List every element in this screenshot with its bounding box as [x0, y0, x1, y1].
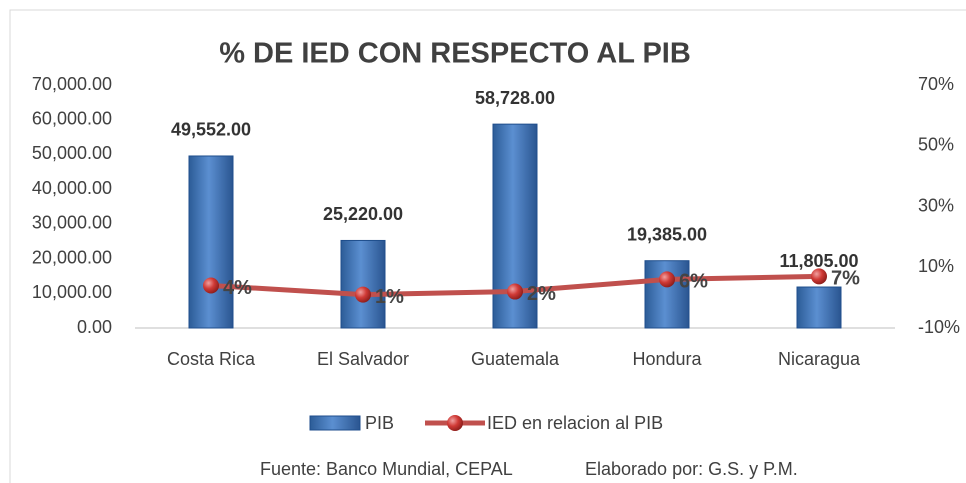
line-value-label: 7%	[831, 268, 860, 290]
y-tick-label: 50,000.00	[32, 143, 112, 163]
chart-title: % DE IED CON RESPECTO AL PIB	[219, 38, 691, 70]
bar-value-label: 11,805.00	[779, 251, 858, 271]
bar-value-label: 58,728.00	[475, 88, 555, 108]
y-tick-label: 70,000.00	[32, 74, 112, 94]
legend-swatch-marker	[447, 415, 463, 431]
credit: Elaborado por: G.S. y P.M.	[585, 459, 798, 479]
line-marker	[203, 277, 219, 294]
source: Fuente: Banco Mundial, CEPAL	[260, 459, 513, 479]
bar	[796, 286, 842, 329]
bar	[340, 239, 386, 329]
y2-tick-label: 50%	[918, 135, 954, 155]
line-marker	[355, 286, 371, 303]
chart-border	[9, 9, 966, 483]
y-tick-label: 40,000.00	[32, 178, 112, 198]
x-tick-label: El Salvador	[317, 349, 409, 369]
y2-tick-label: 10%	[918, 256, 954, 276]
line-value-label: 4%	[223, 277, 252, 299]
legend-label: PIB	[365, 413, 394, 433]
x-tick-label: Costa Rica	[167, 349, 256, 369]
line-marker	[659, 271, 675, 288]
line-value-label: 1%	[375, 286, 404, 308]
legend-swatch	[309, 415, 361, 431]
bar-value-label: 25,220.00	[323, 204, 403, 224]
y-tick-label: 30,000.00	[32, 213, 112, 233]
bar	[188, 155, 234, 329]
x-tick-label: Hondura	[632, 349, 702, 369]
line-marker	[507, 283, 523, 300]
bar-value-label: 49,552.00	[171, 120, 251, 140]
y2-tick-label: 70%	[918, 74, 954, 94]
legend-label: IED en relacion al PIB	[487, 413, 663, 433]
y-tick-label: 60,000.00	[32, 108, 112, 128]
line-value-label: 6%	[679, 271, 708, 293]
y-tick-label: 20,000.00	[32, 247, 112, 267]
line-value-label: 2%	[527, 283, 556, 305]
x-tick-label: Nicaragua	[778, 349, 861, 369]
y-tick-label: 0.00	[77, 317, 112, 337]
y2-tick-label: -10%	[918, 317, 960, 337]
bar-value-label: 19,385.00	[627, 224, 707, 244]
y2-tick-label: 30%	[918, 195, 954, 215]
line-marker	[811, 268, 827, 285]
x-tick-label: Guatemala	[471, 349, 560, 369]
y-tick-label: 10,000.00	[32, 282, 112, 302]
bar	[644, 260, 690, 329]
